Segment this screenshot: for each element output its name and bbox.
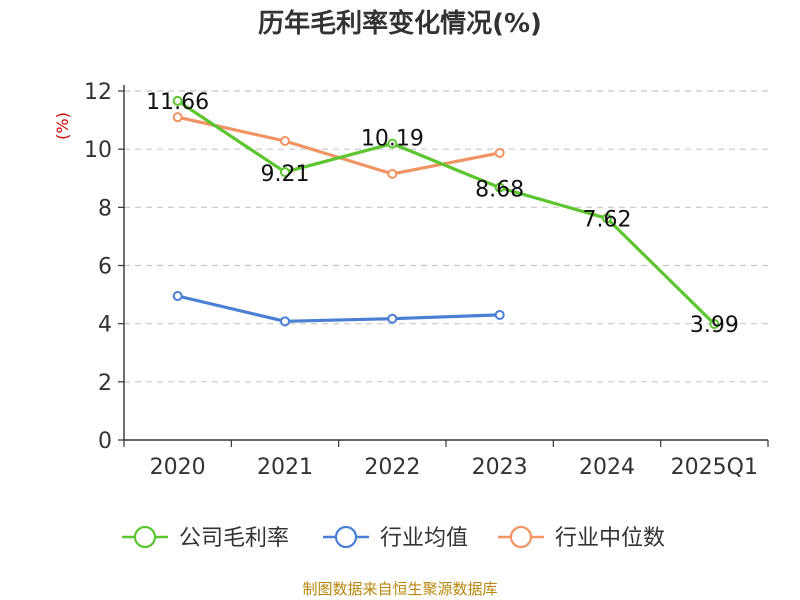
data-point (280, 167, 290, 178)
legend-marker (133, 525, 157, 549)
data-labels: 11.66 9.21 10.19 8.68 7.62 3.99 (146, 90, 739, 338)
chart-title: 历年毛利率变化情况(%) (258, 8, 542, 39)
data-point (709, 318, 720, 329)
y-tick-label: 0 (98, 429, 112, 454)
source-note: 制图数据来自恒生聚源数据库 (302, 580, 497, 598)
x-tick-label: 2020 (150, 455, 206, 480)
legend-label: 行业中位数 (555, 526, 665, 551)
legend-item: 行业中位数 (498, 525, 665, 551)
data-point (280, 316, 290, 327)
legend: 公司毛利率 行业均值 行业中位数 (122, 525, 665, 551)
data-point (172, 291, 183, 302)
y-tick-label: 6 (98, 255, 112, 280)
data-point (387, 313, 398, 324)
x-tick-label: 2022 (364, 455, 420, 480)
y-tick-label: 12 (84, 80, 112, 105)
legend-marker (334, 525, 358, 549)
legend-item: 公司毛利率 (122, 525, 289, 551)
x-tick-label: 2023 (472, 455, 528, 480)
data-label: 8.68 (475, 178, 524, 203)
data-point (494, 182, 505, 193)
legend-label: 行业均值 (380, 526, 468, 551)
data-point (172, 112, 183, 123)
data-point (387, 138, 398, 149)
data-point (494, 309, 505, 320)
data-point (172, 95, 183, 106)
series-line (176, 99, 716, 326)
legend-marker (509, 525, 533, 549)
axes: 0 2 4 6 8 10 12 2020 2021 2022 2023 2024 2025Q1 (84, 80, 769, 480)
y-tick-label: 10 (84, 138, 112, 163)
legend-item: 行业均值 (323, 525, 468, 551)
x-tick-label: 2021 (257, 455, 313, 480)
y-tick-label: 2 (98, 371, 112, 396)
data-label: 3.99 (690, 313, 739, 338)
data-label: 11.66 (146, 90, 209, 115)
x-tick-label: 2024 (579, 455, 635, 480)
data-label: 7.62 (583, 207, 632, 232)
series-line (177, 115, 501, 176)
x-tick-label: 2025Q1 (671, 455, 758, 480)
data-point (602, 213, 612, 224)
grid-lines (124, 90, 768, 383)
legend-label: 公司毛利率 (179, 526, 289, 551)
y-tick-label: 4 (98, 313, 112, 338)
y-tick-label: 8 (98, 196, 112, 221)
data-point (387, 168, 398, 179)
data-point (494, 147, 505, 158)
data-label: 10.19 (361, 127, 424, 152)
series-line (177, 294, 500, 323)
data-label: 9.21 (261, 162, 310, 187)
data-point (280, 136, 290, 147)
series-layer (172, 95, 720, 329)
y-axis-unit: (%) (53, 112, 72, 140)
